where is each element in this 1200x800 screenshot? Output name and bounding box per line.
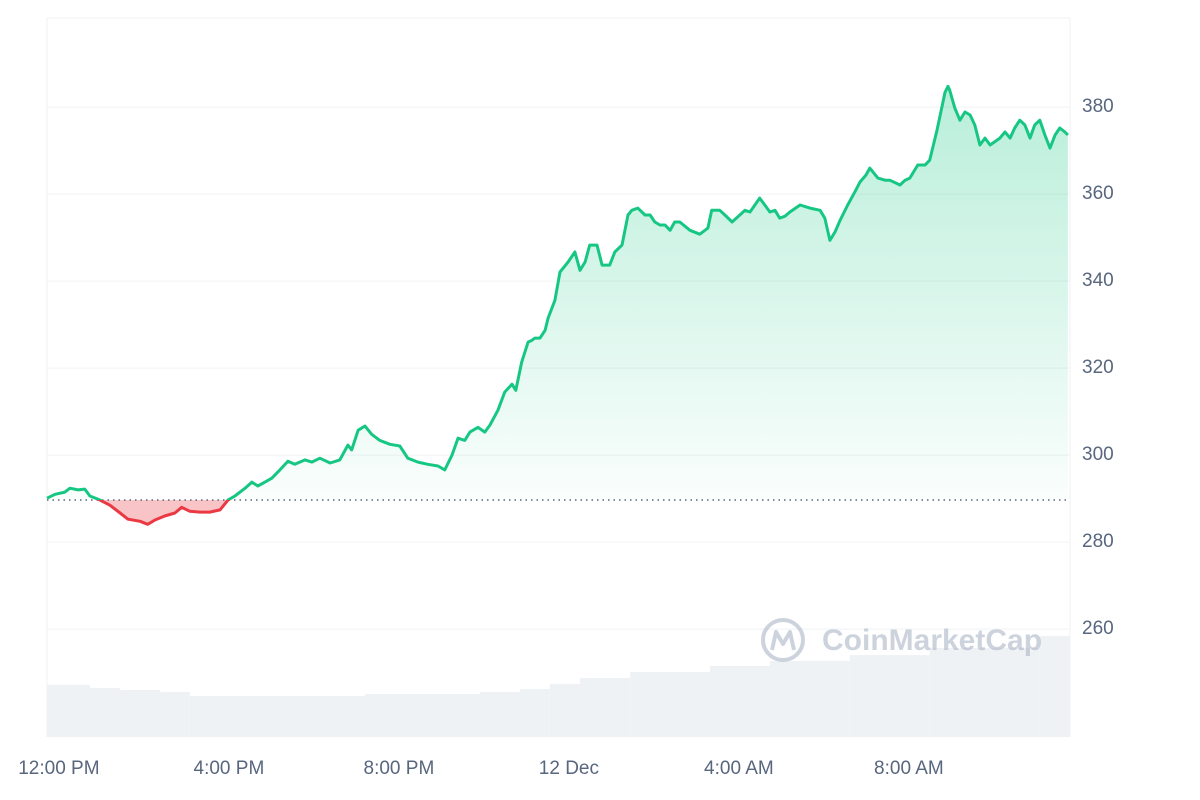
y-tick-label: 320 bbox=[1082, 357, 1114, 378]
y-tick-label: 260 bbox=[1082, 618, 1114, 639]
volume-bar bbox=[480, 691, 521, 737]
price-line bbox=[46, 84, 1069, 526]
volume-bar bbox=[549, 683, 580, 737]
volume-bar bbox=[630, 672, 711, 737]
grid-layer: 260 280 300 320 340 360 380 12:00 PM 4:00 PM 8:00… bbox=[18, 96, 1113, 779]
volume-bar bbox=[769, 660, 850, 737]
x-tick-label: 4:00 PM bbox=[194, 758, 265, 779]
volume-bar bbox=[89, 687, 121, 737]
volume-bar bbox=[520, 688, 550, 737]
volume-bar bbox=[189, 696, 365, 737]
y-tick-label: 280 bbox=[1082, 531, 1114, 552]
x-tick-label: 8:00 PM bbox=[364, 758, 435, 779]
volume-bar bbox=[579, 678, 631, 737]
volume-bar bbox=[160, 691, 190, 737]
watermark-logo bbox=[761, 618, 805, 662]
watermark-text: CoinMarketCap bbox=[822, 624, 1042, 657]
price-area bbox=[47, 86, 1068, 525]
volume-bar bbox=[929, 647, 1040, 737]
volume-bar bbox=[120, 689, 161, 737]
volume-layer bbox=[47, 636, 1070, 737]
watermark-logo-m bbox=[770, 630, 796, 651]
x-tick-label: 12:00 PM bbox=[18, 758, 99, 779]
x-tick-label: 12 Dec bbox=[539, 758, 599, 779]
plot-layer bbox=[46, 84, 1070, 526]
volume-bar bbox=[1039, 636, 1070, 737]
x-tick-label: 4:00 AM bbox=[704, 758, 774, 779]
y-tick-label: 340 bbox=[1082, 270, 1114, 291]
y-tick-label: 300 bbox=[1082, 444, 1114, 465]
watermark: CoinMarketCap bbox=[761, 618, 1042, 662]
y-tick-label: 360 bbox=[1082, 183, 1114, 204]
volume-bar bbox=[364, 694, 481, 737]
volume-bar bbox=[47, 684, 90, 737]
x-tick-label: 8:00 AM bbox=[874, 758, 944, 779]
volume-bar bbox=[710, 665, 770, 737]
y-tick-label: 380 bbox=[1082, 96, 1114, 117]
volume-bar bbox=[849, 655, 930, 737]
